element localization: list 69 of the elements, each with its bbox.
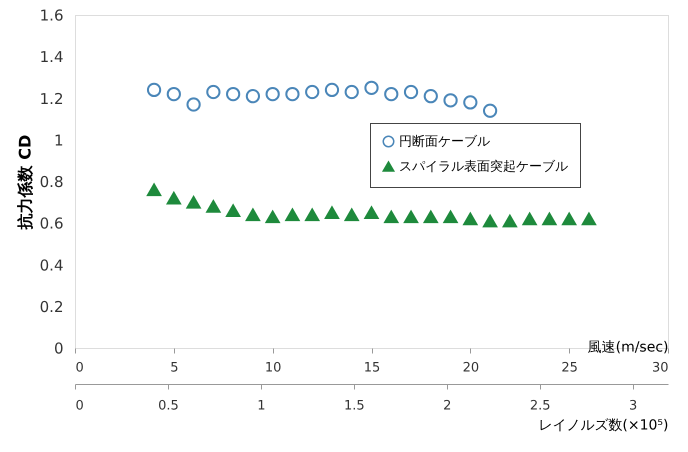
point — [146, 184, 162, 196]
point — [582, 212, 596, 226]
x-tick-label: 10 — [264, 360, 282, 376]
point — [226, 86, 240, 102]
point — [186, 97, 201, 112]
y-tick-label: 0.2 — [40, 298, 64, 316]
point — [206, 200, 220, 213]
x-tick-label: 15 — [364, 360, 380, 376]
point — [562, 212, 576, 226]
point — [482, 214, 498, 228]
point — [344, 84, 359, 100]
legend-label: 円断面ケーブル — [399, 134, 490, 150]
y-axis-title: 抗力係数 CD — [16, 134, 35, 230]
point — [364, 206, 379, 220]
x2-tick-label: 3 — [629, 398, 638, 414]
x2-tick-label: 0.5 — [158, 398, 179, 414]
point — [364, 80, 379, 95]
point — [266, 210, 280, 224]
x2-tick-label: 2 — [443, 398, 452, 414]
point — [344, 208, 359, 222]
point — [522, 212, 537, 226]
x-tick-label: 20 — [462, 360, 480, 376]
point — [146, 82, 162, 98]
point — [166, 86, 181, 102]
point — [305, 208, 320, 222]
point — [443, 93, 458, 108]
point — [443, 210, 458, 224]
point — [246, 89, 260, 104]
point — [384, 210, 398, 224]
point — [424, 89, 438, 104]
point — [206, 84, 220, 100]
x-tick-label: 25 — [561, 360, 578, 376]
point — [404, 210, 418, 224]
x2-tick-label: 2.5 — [530, 398, 551, 414]
point — [502, 214, 517, 228]
x-tick-label: 30 — [652, 360, 668, 376]
point — [285, 86, 300, 102]
y-tick-label: 0.6 — [40, 214, 64, 233]
y-tick-label: 0 — [54, 340, 64, 358]
point — [324, 206, 340, 220]
point — [463, 212, 478, 226]
x-axis-title: 風速(m/sec) — [588, 340, 668, 356]
y-tick-label: 1.6 — [40, 6, 64, 24]
y-tick-label: 0.4 — [40, 256, 64, 274]
point — [463, 95, 478, 110]
point — [285, 208, 300, 222]
point — [266, 86, 280, 102]
x2-axis-title: レイノルズ数(×10⁵) — [538, 418, 668, 434]
point — [404, 84, 418, 100]
point — [166, 192, 181, 204]
point — [542, 212, 557, 226]
point — [186, 196, 201, 209]
x2-tick-label: 1.5 — [344, 398, 365, 414]
y-tick-label: 1.2 — [40, 90, 64, 108]
y-tick-label: 0.8 — [40, 173, 64, 191]
point — [305, 84, 320, 100]
x2-tick-label: 1 — [257, 398, 266, 414]
point — [482, 104, 498, 118]
y-tick-label: 1 — [54, 131, 64, 150]
point — [384, 86, 398, 102]
point — [246, 208, 260, 222]
point — [324, 82, 340, 98]
point — [226, 204, 240, 217]
legend-label: スパイラル表面突起ケーブル — [399, 160, 568, 174]
point — [424, 210, 438, 224]
x-tick-label: 5 — [170, 360, 178, 376]
x2-tick-label: 0 — [76, 398, 84, 414]
y-tick-label: 1.4 — [40, 48, 64, 66]
x-tick-label: 0 — [76, 360, 84, 376]
